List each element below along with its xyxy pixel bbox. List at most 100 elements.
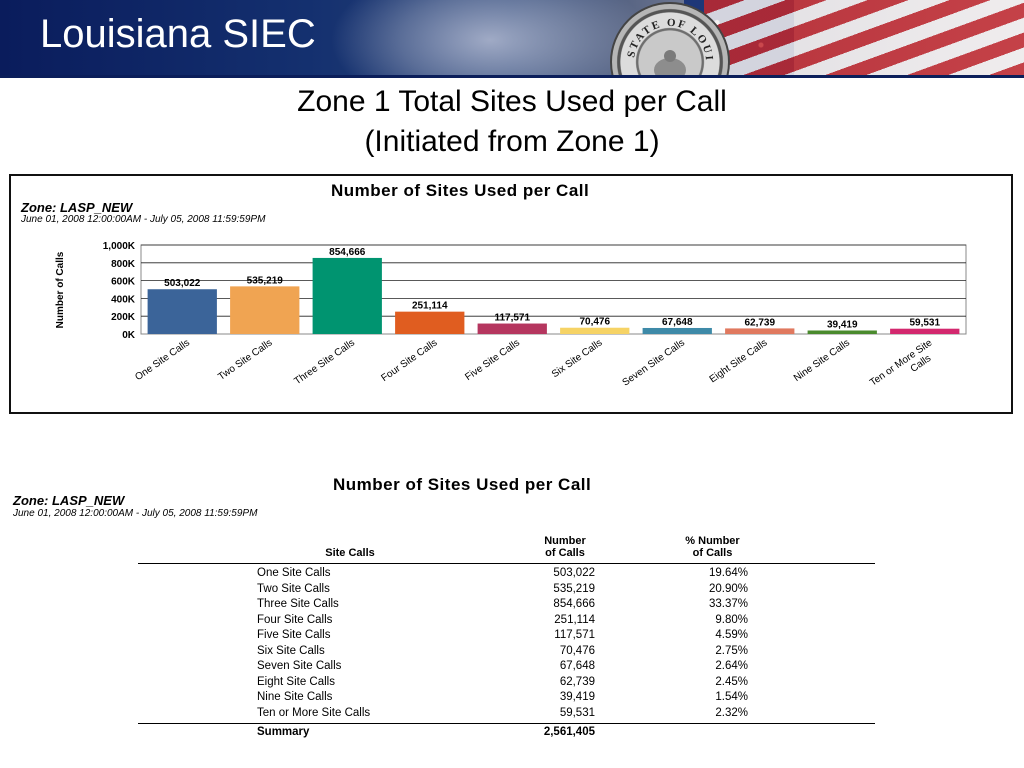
x-tick-label-line: Two Site Calls <box>216 337 274 382</box>
slide-title-line2: (Initiated from Zone 1) <box>364 125 660 158</box>
row-num-calls: 62,739 <box>559 675 595 688</box>
col-header-number-line2: of Calls <box>545 547 585 559</box>
row-num-calls: 854,666 <box>553 598 595 610</box>
table-summary-rule <box>138 723 875 724</box>
row-num-calls: 59,531 <box>559 706 595 719</box>
row-pct-calls: 9.80% <box>715 613 748 626</box>
row-num-calls: 70,476 <box>559 644 595 657</box>
svg-text:STATE OF LOUISIANA: STATE OF LOUISIANA <box>612 4 715 62</box>
bar-2 <box>230 286 300 334</box>
x-tick-label-line: One Site Calls <box>133 337 192 383</box>
y-tick-label: 400K <box>111 294 136 305</box>
bar-1 <box>147 289 217 334</box>
table-report-title: Number of Sites Used per Call <box>333 475 592 494</box>
row-pct-calls: 2.64% <box>715 660 748 672</box>
bar-value-label: 535,219 <box>247 275 284 286</box>
bar-value-label: 251,114 <box>412 301 448 312</box>
x-tick-label-line: Three Site Calls <box>292 337 357 387</box>
bar-value-label: 62,739 <box>744 317 775 328</box>
col-header-percent-line1: % Number <box>685 535 740 547</box>
bar-value-label: 59,531 <box>909 318 940 329</box>
bar-8 <box>725 328 795 334</box>
header-divider <box>0 75 1024 78</box>
x-tick-label: Nine Site Calls <box>792 337 852 384</box>
y-tick-label: 200K <box>111 312 136 323</box>
bar-5 <box>477 323 547 334</box>
x-tick-label: Five Site Calls <box>463 337 522 383</box>
row-site-label: Seven Site Calls <box>257 660 342 672</box>
row-site-label: Five Site Calls <box>257 629 331 641</box>
x-tick-label: Seven Site Calls <box>621 337 687 388</box>
row-site-label: Four Site Calls <box>257 613 333 626</box>
row-num-calls: 67,648 <box>559 660 595 672</box>
slide-title-line1: Zone 1 Total Sites Used per Call <box>297 85 727 118</box>
y-tick-label: 0K <box>122 330 136 341</box>
bar-value-label: 854,666 <box>329 247 366 258</box>
x-tick-label-line: Six Site Calls <box>550 337 605 380</box>
chart-panel: Number of Sites Used per Call Zone: LASP… <box>9 174 1013 414</box>
hurricane-swirl-graphic <box>330 0 650 75</box>
bar-7 <box>642 327 712 334</box>
row-site-label: Six Site Calls <box>257 644 325 657</box>
row-site-label: One Site Calls <box>257 567 331 579</box>
x-tick-label: Two Site Calls <box>216 337 274 382</box>
row-num-calls: 251,114 <box>554 613 595 626</box>
flag-stripes-graphic <box>704 0 1024 75</box>
col-header-number: Number of Calls <box>520 535 610 559</box>
x-tick-label-line: Five Site Calls <box>463 337 522 383</box>
row-site-label: Nine Site Calls <box>257 691 333 703</box>
col-header-percent: % Number of Calls <box>665 535 760 559</box>
bar-10 <box>890 328 960 334</box>
header-banner: STATE OF LOUISIANA Louisiana SIEC <box>0 0 1024 75</box>
x-tick-label-line: Eight Site Calls <box>708 337 770 385</box>
bar-value-label: 503,022 <box>164 278 201 289</box>
chart-report-title: Number of Sites Used per Call <box>331 181 590 200</box>
x-tick-label: Six Site Calls <box>550 337 605 380</box>
col-header-number-line1: Number <box>544 535 586 547</box>
seal-text: STATE OF LOUISIANA <box>612 4 713 62</box>
row-pct-calls: 2.32% <box>715 706 748 719</box>
bar-9 <box>807 330 877 334</box>
table-header-rule <box>138 563 875 564</box>
row-pct-calls: 2.75% <box>715 644 748 657</box>
summary-total: 2,561,405 <box>543 726 595 738</box>
table-date-range: June 01, 2008 12:00:00AM - July 05, 2008… <box>13 508 258 519</box>
y-axis-label: Number of Calls <box>55 251 66 328</box>
y-tick-label: 600K <box>111 277 136 288</box>
bar-6 <box>560 327 630 334</box>
row-site-label: Three Site Calls <box>257 598 339 610</box>
bar-value-label: 117,571 <box>494 313 530 324</box>
row-site-label: Eight Site Calls <box>257 675 335 688</box>
y-tick-label: 1,000K <box>103 241 136 252</box>
x-tick-label: One Site Calls <box>133 337 192 383</box>
bar-3 <box>312 257 382 334</box>
row-pct-calls: 4.59% <box>715 629 748 641</box>
x-tick-label-line: Four Site Calls <box>379 337 439 384</box>
col-header-site-calls: Site Calls <box>325 547 375 559</box>
col-header-percent-line2: of Calls <box>692 547 733 559</box>
bar-value-label: 39,419 <box>827 319 858 330</box>
data-table-section: Number of Sites Used per Call Zone: LASP… <box>0 470 1024 768</box>
x-tick-label-line: Nine Site Calls <box>792 337 852 384</box>
summary-label: Summary <box>257 726 310 738</box>
row-pct-calls: 33.37% <box>708 598 748 610</box>
bar-value-label: 70,476 <box>579 317 610 328</box>
chart-date-range: June 01, 2008 12:00:00AM - July 05, 2008… <box>21 214 266 225</box>
y-tick-label: 800K <box>111 259 136 270</box>
row-site-label: Two Site Calls <box>257 582 330 595</box>
row-pct-calls: 1.54% <box>715 691 748 703</box>
row-num-calls: 117,571 <box>554 629 595 641</box>
header-title: Louisiana SIEC <box>40 12 316 56</box>
bar-4 <box>395 311 465 334</box>
row-pct-calls: 2.45% <box>715 675 748 688</box>
x-tick-label: Eight Site Calls <box>708 337 770 385</box>
row-num-calls: 503,022 <box>553 567 595 579</box>
row-num-calls: 39,419 <box>559 691 595 703</box>
x-tick-label: Ten or More SiteCalls <box>868 337 942 398</box>
chart-zone-label: Zone: LASP_NEW <box>21 200 133 215</box>
table-zone-label: Zone: LASP_NEW <box>13 493 125 508</box>
bar-value-label: 67,648 <box>662 317 693 328</box>
x-tick-label: Three Site Calls <box>292 337 357 387</box>
row-pct-calls: 19.64% <box>708 567 748 579</box>
bar-chart: 0K 200K 400K 600K 800K 1,000K Number of Calls 5… <box>55 241 967 398</box>
